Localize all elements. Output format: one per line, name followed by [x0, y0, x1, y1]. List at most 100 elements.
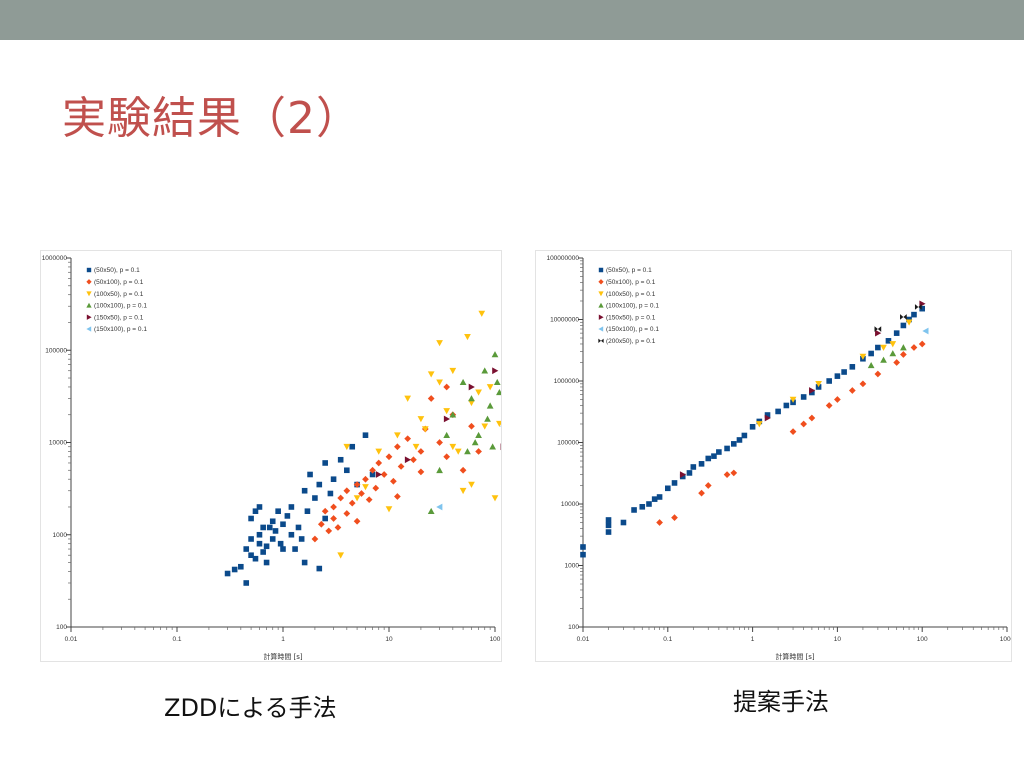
data-point	[656, 519, 663, 526]
x-tick-label: 0.01	[65, 636, 78, 643]
data-point	[316, 481, 323, 488]
data-point	[705, 455, 712, 462]
data-point	[789, 396, 797, 403]
data-point	[443, 415, 451, 423]
y-tick-label: 100	[568, 624, 579, 631]
chart-zdd-method: 0.01 0.1 1 10 100 100 1000 10000 100000 1000000 計算…	[40, 250, 502, 662]
data-point	[417, 468, 425, 476]
data-point	[256, 540, 263, 547]
series-group	[375, 367, 501, 478]
data-point	[716, 449, 722, 455]
data-point	[468, 395, 475, 402]
data-point	[646, 501, 652, 507]
legend-label: (100x50), p = 0.1	[606, 291, 656, 298]
data-point	[397, 463, 405, 470]
data-point	[349, 443, 356, 450]
data-point	[243, 546, 250, 552]
data-point	[443, 453, 451, 461]
data-point	[800, 394, 807, 400]
data-point	[427, 395, 435, 402]
legend-marker	[598, 291, 604, 297]
data-point	[910, 344, 918, 351]
data-point	[224, 570, 231, 577]
data-point	[698, 489, 705, 497]
data-point	[375, 459, 383, 467]
data-point	[723, 471, 731, 479]
data-point	[464, 333, 471, 341]
data-point	[269, 518, 276, 525]
data-point	[263, 543, 270, 550]
data-point	[436, 503, 443, 511]
data-point	[449, 411, 457, 418]
y-tick-label: 1000	[53, 532, 68, 539]
data-point	[337, 494, 345, 502]
data-point	[671, 514, 678, 522]
legend-marker	[598, 302, 604, 308]
y-tick-label: 1000000	[42, 255, 68, 262]
data-point	[468, 383, 475, 391]
data-point	[880, 356, 887, 363]
legend-marker	[598, 279, 604, 285]
legend-marker	[598, 338, 604, 343]
data-point	[334, 524, 342, 531]
data-point	[337, 552, 345, 559]
data-point	[484, 415, 491, 422]
data-point	[755, 421, 763, 428]
data-point	[427, 371, 435, 378]
data-point	[468, 481, 475, 488]
y-tick-label: 100	[56, 624, 67, 631]
data-point	[404, 435, 412, 443]
y-tick-label: 1000	[565, 563, 580, 570]
data-point	[436, 340, 443, 347]
data-point	[478, 310, 486, 317]
data-point	[889, 341, 897, 348]
data-point	[322, 515, 328, 522]
series-group	[874, 304, 922, 332]
data-point	[327, 490, 334, 497]
y-tick-label: 100000	[557, 440, 579, 447]
data-point	[893, 359, 901, 366]
legend-label: (150x100), p = 0.1	[94, 326, 147, 333]
scatter-plot-zdd: 0.01 0.1 1 10 100 100 1000 10000 100000 1000000 計算…	[42, 255, 501, 661]
data-point	[304, 508, 311, 515]
data-point	[365, 496, 373, 504]
data-point	[417, 448, 425, 455]
data-point	[841, 369, 847, 375]
data-point	[496, 420, 501, 428]
data-point	[362, 475, 369, 483]
series-group	[755, 319, 913, 428]
series-group	[337, 310, 501, 559]
data-point	[321, 507, 329, 515]
legend-label: (150x50), p = 0.1	[606, 314, 656, 321]
data-point	[834, 396, 841, 403]
data-point	[316, 565, 323, 572]
data-point	[500, 425, 501, 427]
x-axis-label: 計算時間 [s]	[263, 652, 303, 661]
data-point	[372, 484, 380, 492]
data-point	[808, 414, 816, 422]
data-point	[404, 395, 412, 402]
data-point	[322, 460, 328, 466]
legend-marker	[86, 291, 92, 297]
data-point	[362, 432, 369, 438]
data-point	[260, 524, 266, 531]
data-point	[443, 408, 451, 415]
data-point	[826, 378, 832, 384]
data-point	[875, 344, 881, 351]
data-point	[358, 490, 365, 497]
data-point	[369, 471, 376, 478]
data-point	[288, 504, 295, 510]
data-point	[475, 448, 482, 455]
data-point	[337, 456, 344, 463]
data-point	[252, 508, 259, 515]
data-point	[486, 384, 494, 391]
data-point	[825, 402, 833, 409]
data-point	[809, 387, 816, 394]
data-point	[859, 380, 867, 388]
data-point	[252, 555, 259, 562]
data-point	[880, 344, 887, 351]
data-point	[301, 559, 308, 566]
data-point	[390, 477, 397, 485]
legend-label: (100x100), p = 0.1	[94, 303, 147, 310]
data-point	[859, 353, 867, 360]
